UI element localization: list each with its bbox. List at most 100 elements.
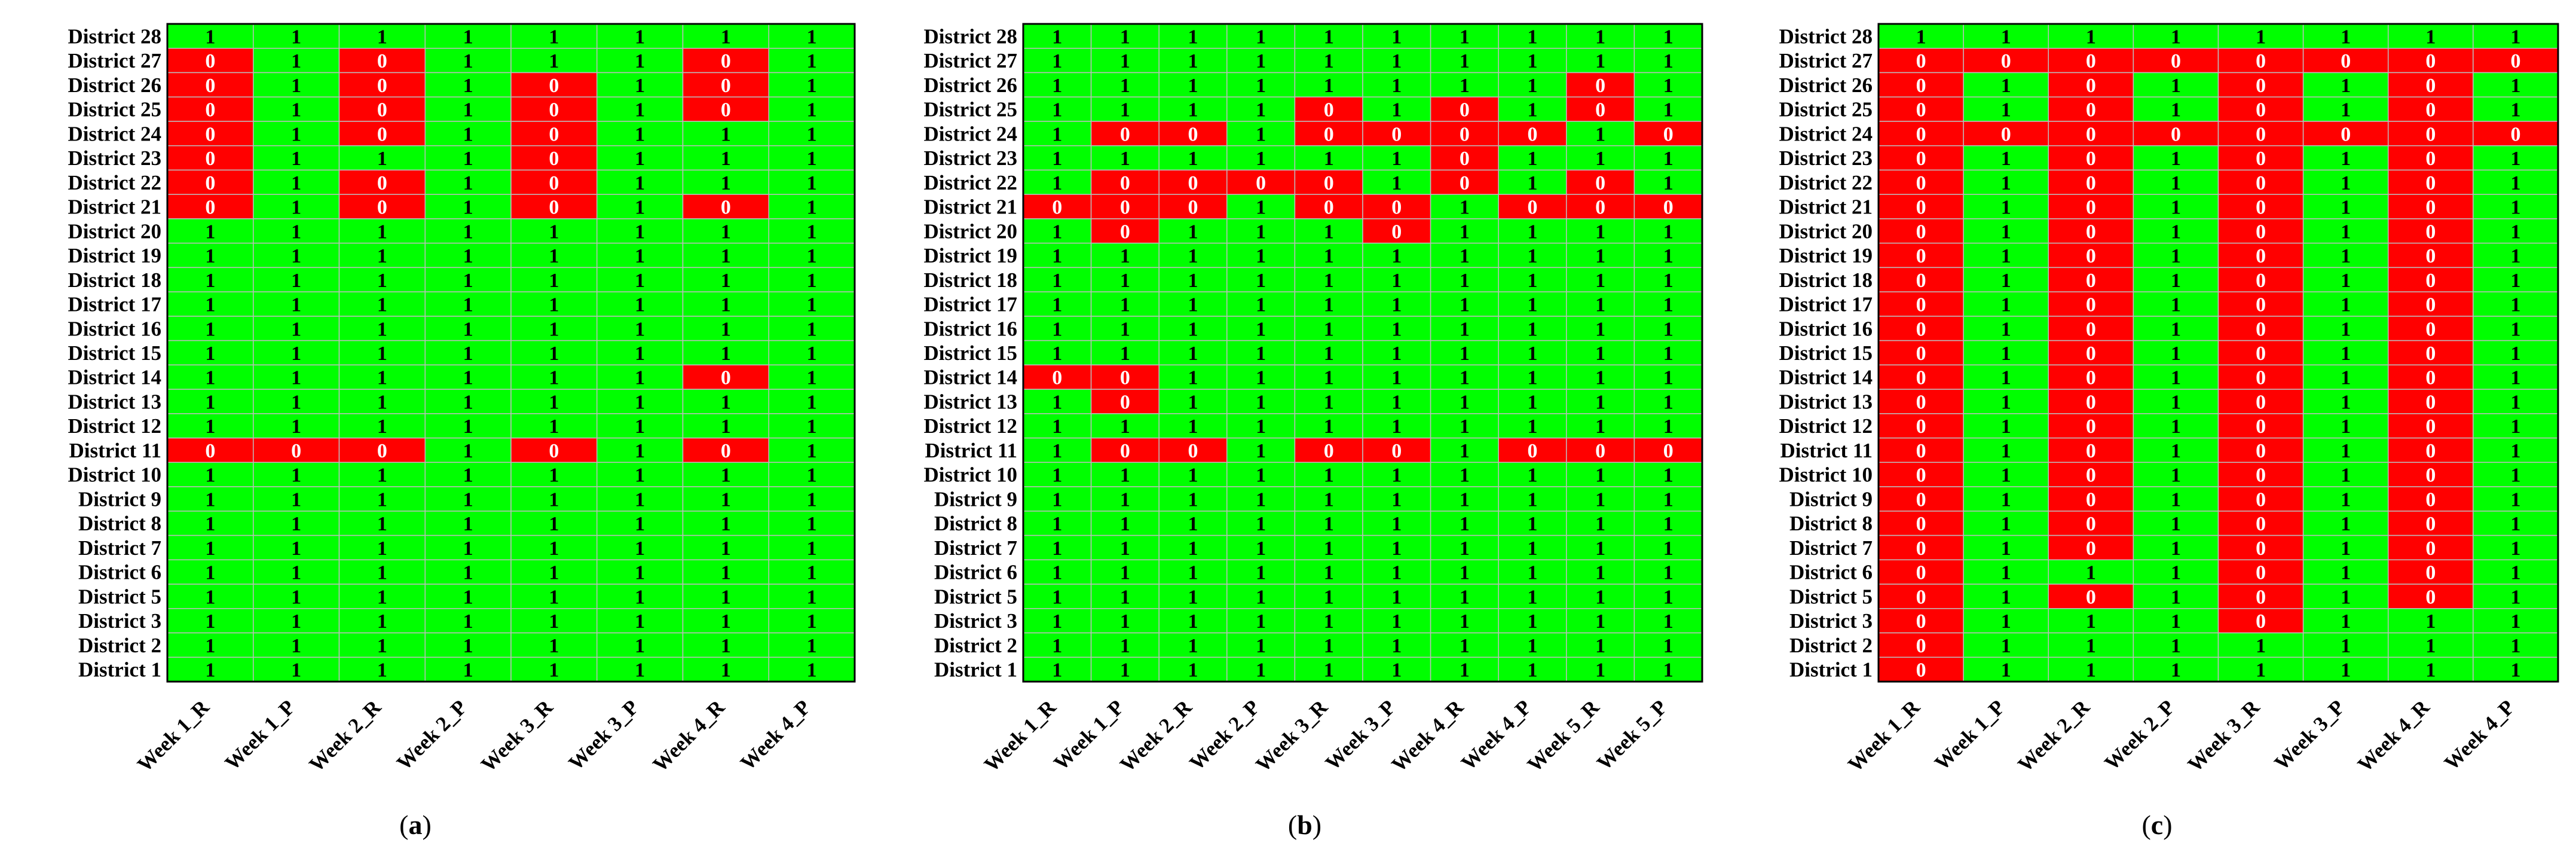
cell-value-label: 1 xyxy=(1052,245,1062,267)
cell-value-label: 1 xyxy=(1528,367,1538,389)
heatmap-cell xyxy=(1226,413,1296,439)
heatmap-cell xyxy=(1633,340,1703,366)
heatmap-cell xyxy=(1498,389,1567,414)
cell-value-label: 1 xyxy=(377,391,387,413)
cell-value-label: 1 xyxy=(549,343,559,365)
heatmap-cell xyxy=(2473,462,2559,487)
heatmap-cell xyxy=(253,47,340,74)
heatmap-cell xyxy=(510,169,598,195)
column-tick-label: Week 3_R xyxy=(1251,695,1332,777)
heatmap-cell xyxy=(424,486,512,512)
heatmap-cell xyxy=(1023,145,1092,171)
cell-value-label: 1 xyxy=(721,586,731,608)
heatmap-cell xyxy=(2302,389,2389,414)
cell-value-label: 0 xyxy=(2425,245,2436,267)
cell-value-label: 1 xyxy=(1595,488,1605,511)
heatmap-cell xyxy=(1294,340,1363,366)
row-tick-label: District 3 xyxy=(1789,609,1873,633)
cell-value-label: 1 xyxy=(721,610,731,633)
heatmap-cell xyxy=(253,657,340,682)
cell-value-label: 1 xyxy=(1391,513,1402,535)
cell-value-label: 1 xyxy=(807,343,817,365)
cell-value-label: 1 xyxy=(377,488,387,511)
cell-value-label: 0 xyxy=(2425,270,2436,292)
cell-value-label: 1 xyxy=(1391,635,1402,657)
cell-value-label: 1 xyxy=(1256,635,1266,657)
heatmap-cell xyxy=(1362,511,1431,536)
heatmap-cell xyxy=(167,413,254,439)
cell-value-label: 1 xyxy=(2510,172,2520,194)
cell-value-label: 1 xyxy=(1256,270,1266,292)
cell-value-label: 1 xyxy=(1391,245,1402,267)
cell-value-label: 0 xyxy=(1391,123,1402,145)
cell-value-label: 1 xyxy=(1916,26,1926,48)
cell-value-label: 0 xyxy=(1528,440,1538,462)
cell-value-label: 1 xyxy=(1663,610,1674,633)
heatmap-cell xyxy=(1566,389,1635,414)
heatmap-cell xyxy=(2473,657,2559,682)
heatmap-cell xyxy=(1633,632,1703,658)
heatmap-cell xyxy=(1023,316,1092,341)
column-tick-label: Week 3_R xyxy=(2183,695,2265,777)
heatmap-cell xyxy=(1158,364,1228,390)
heatmap-cell xyxy=(1362,364,1431,390)
cell-value-label: 1 xyxy=(1391,367,1402,389)
cell-value-label: 1 xyxy=(721,318,731,340)
cell-value-label: 1 xyxy=(807,148,817,170)
heatmap-cell xyxy=(338,291,426,317)
cell-value-label: 1 xyxy=(1595,294,1605,316)
cell-value-label: 1 xyxy=(807,610,817,633)
cell-value-label: 0 xyxy=(2086,221,2096,243)
cell-value-label: 1 xyxy=(2171,294,2181,316)
row-tick-label: District 2 xyxy=(78,634,161,657)
cell-value-label: 0 xyxy=(1663,440,1674,462)
heatmap-cell xyxy=(596,23,684,49)
cell-value-label: 1 xyxy=(2341,343,2351,365)
heatmap-cell xyxy=(1158,96,1228,122)
cell-value-label: 1 xyxy=(1528,318,1538,340)
heatmap-cell xyxy=(510,194,598,219)
cell-value-label: 0 xyxy=(205,197,215,219)
cell-value-label: 1 xyxy=(1460,538,1470,560)
cell-value-label: 1 xyxy=(807,197,817,219)
heatmap-cell xyxy=(1878,47,1964,74)
heatmap-cell xyxy=(2388,657,2474,682)
heatmap-cell xyxy=(424,389,512,414)
cell-value-label: 1 xyxy=(1256,513,1266,535)
cell-value-label: 0 xyxy=(1916,99,1926,121)
heatmap-cell xyxy=(253,145,340,171)
heatmap-cell xyxy=(1226,242,1296,268)
cell-value-label: 1 xyxy=(721,123,731,145)
cell-value-label: 0 xyxy=(2510,123,2520,145)
row-tick-label: District 1 xyxy=(78,658,161,682)
cell-value-label: 0 xyxy=(1916,586,1926,608)
row-tick-label: District 28 xyxy=(924,25,1017,48)
cell-value-label: 1 xyxy=(1595,123,1605,145)
heatmap-cell xyxy=(1226,535,1296,561)
cell-value-label: 1 xyxy=(1595,416,1605,438)
heatmap-cell xyxy=(2133,437,2219,463)
heatmap-cell xyxy=(1633,96,1703,122)
row-tick-label: District 13 xyxy=(1779,390,1873,413)
cell-value-label: 0 xyxy=(1916,367,1926,389)
heatmap-cell xyxy=(1498,121,1567,146)
cell-value-label: 1 xyxy=(1391,318,1402,340)
heatmap-cell xyxy=(596,340,684,366)
cell-value-label: 1 xyxy=(205,270,215,292)
heatmap-cell xyxy=(2388,511,2474,536)
heatmap-cell xyxy=(2133,584,2219,609)
heatmap-cell xyxy=(2133,96,2219,122)
cell-value-label: 1 xyxy=(1663,465,1674,487)
cell-value-label: 1 xyxy=(1391,659,1402,682)
cell-value-label: 1 xyxy=(1595,148,1605,170)
heatmap-cell xyxy=(424,47,512,74)
cell-value-label: 1 xyxy=(1052,635,1062,657)
heatmap-cell xyxy=(2388,632,2474,658)
cell-value-label: 1 xyxy=(2341,659,2351,682)
heatmap-cell xyxy=(682,389,769,414)
heatmap-cell xyxy=(167,169,254,195)
cell-value-label: 1 xyxy=(2001,318,2011,340)
heatmap-cell xyxy=(596,145,684,171)
column-tick-label: Week 1_P xyxy=(221,695,300,775)
